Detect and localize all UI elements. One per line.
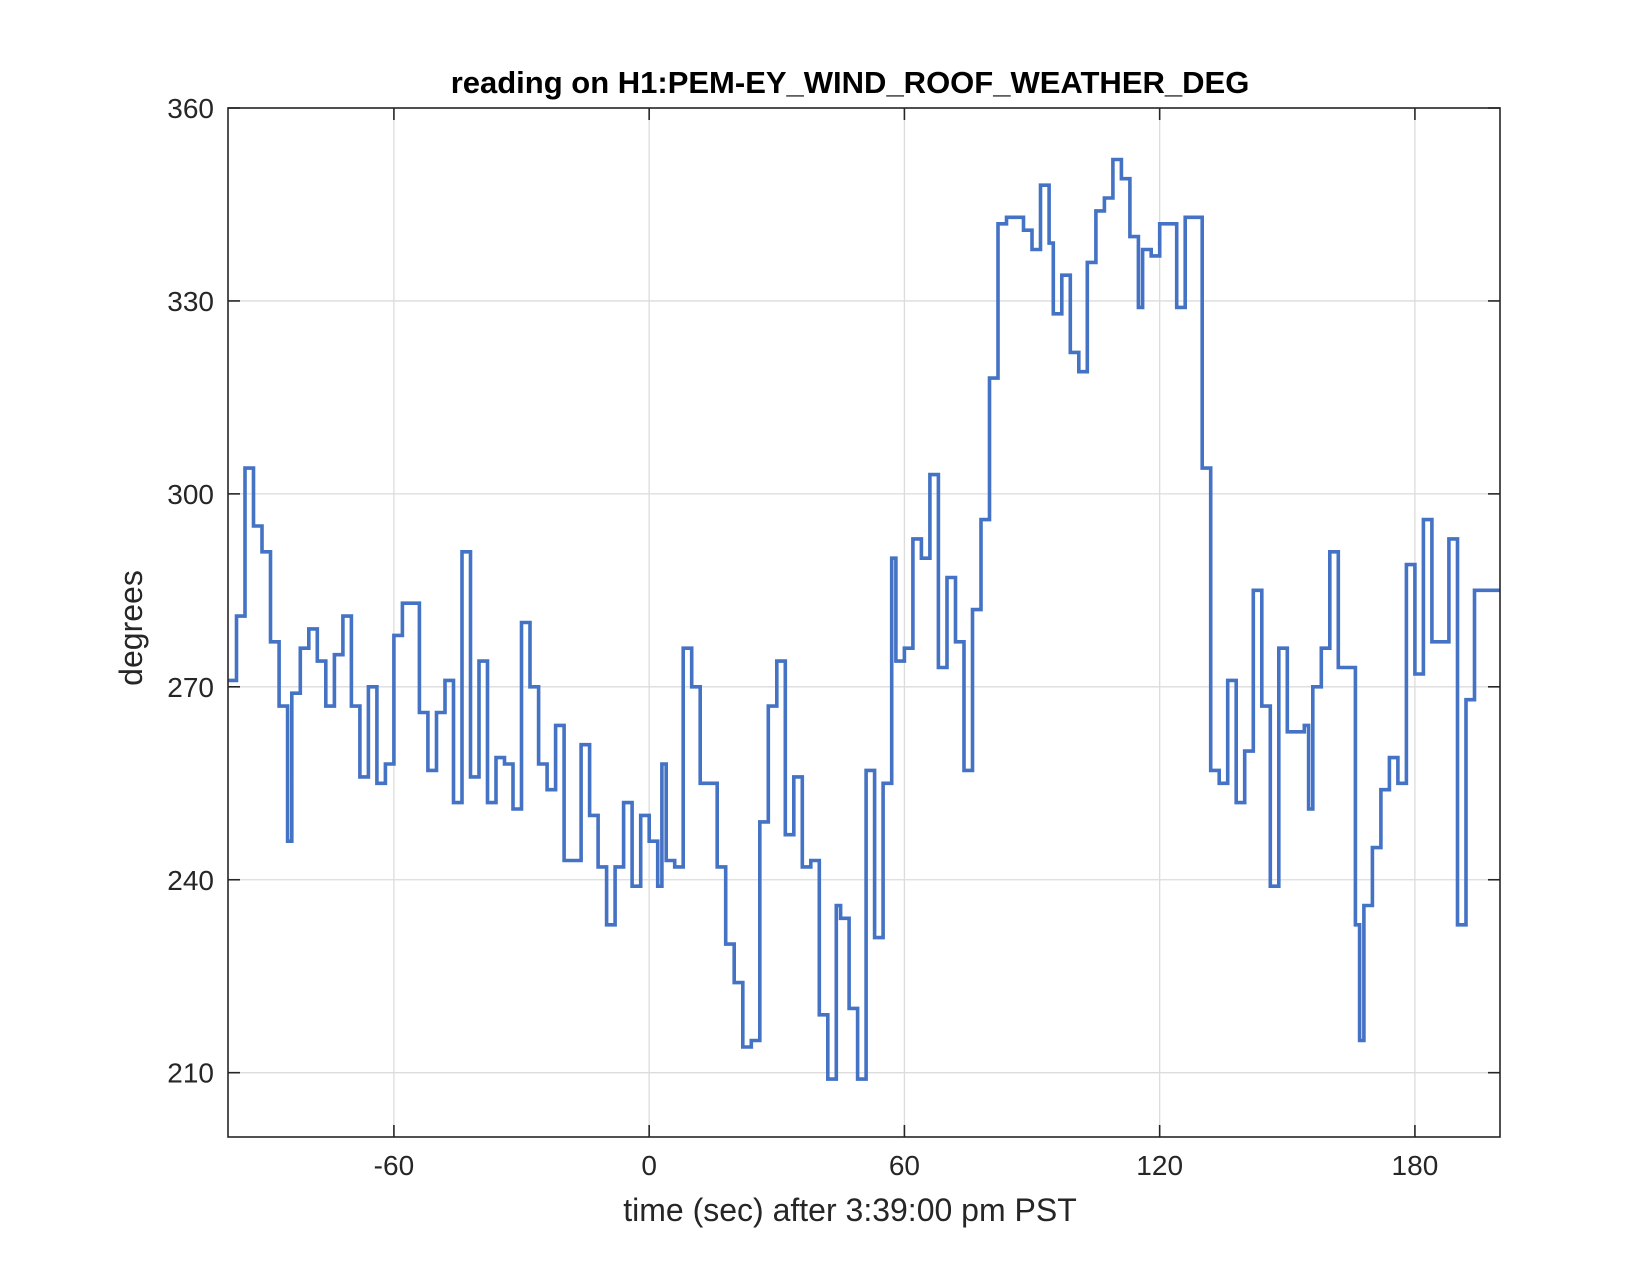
y-tick-label: 360 (167, 93, 214, 124)
y-tick-label: 270 (167, 672, 214, 703)
y-tick-label: 300 (167, 479, 214, 510)
x-tick-label: 0 (641, 1150, 657, 1181)
ticks: -60 0 60 120 180 210 240 270 300 330 360 (167, 93, 1500, 1181)
x-tick-label: 180 (1392, 1150, 1439, 1181)
y-tick-label: 210 (167, 1058, 214, 1089)
series-layer (228, 157, 1500, 1081)
series-line (228, 157, 1500, 1081)
x-axis-label: time (sec) after 3:39:00 pm PST (623, 1192, 1077, 1228)
y-axis-label: degrees (113, 570, 149, 686)
y-tick-label: 240 (167, 865, 214, 896)
y-tick-label: 330 (167, 286, 214, 317)
plot-frame (227, 107, 1501, 1138)
chart-title: reading on H1:PEM-EY_WIND_ROOF_WEATHER_D… (451, 65, 1250, 100)
x-tick-label: 60 (889, 1150, 920, 1181)
x-tick-label: 120 (1136, 1150, 1183, 1181)
x-tick-label: -60 (374, 1150, 414, 1181)
